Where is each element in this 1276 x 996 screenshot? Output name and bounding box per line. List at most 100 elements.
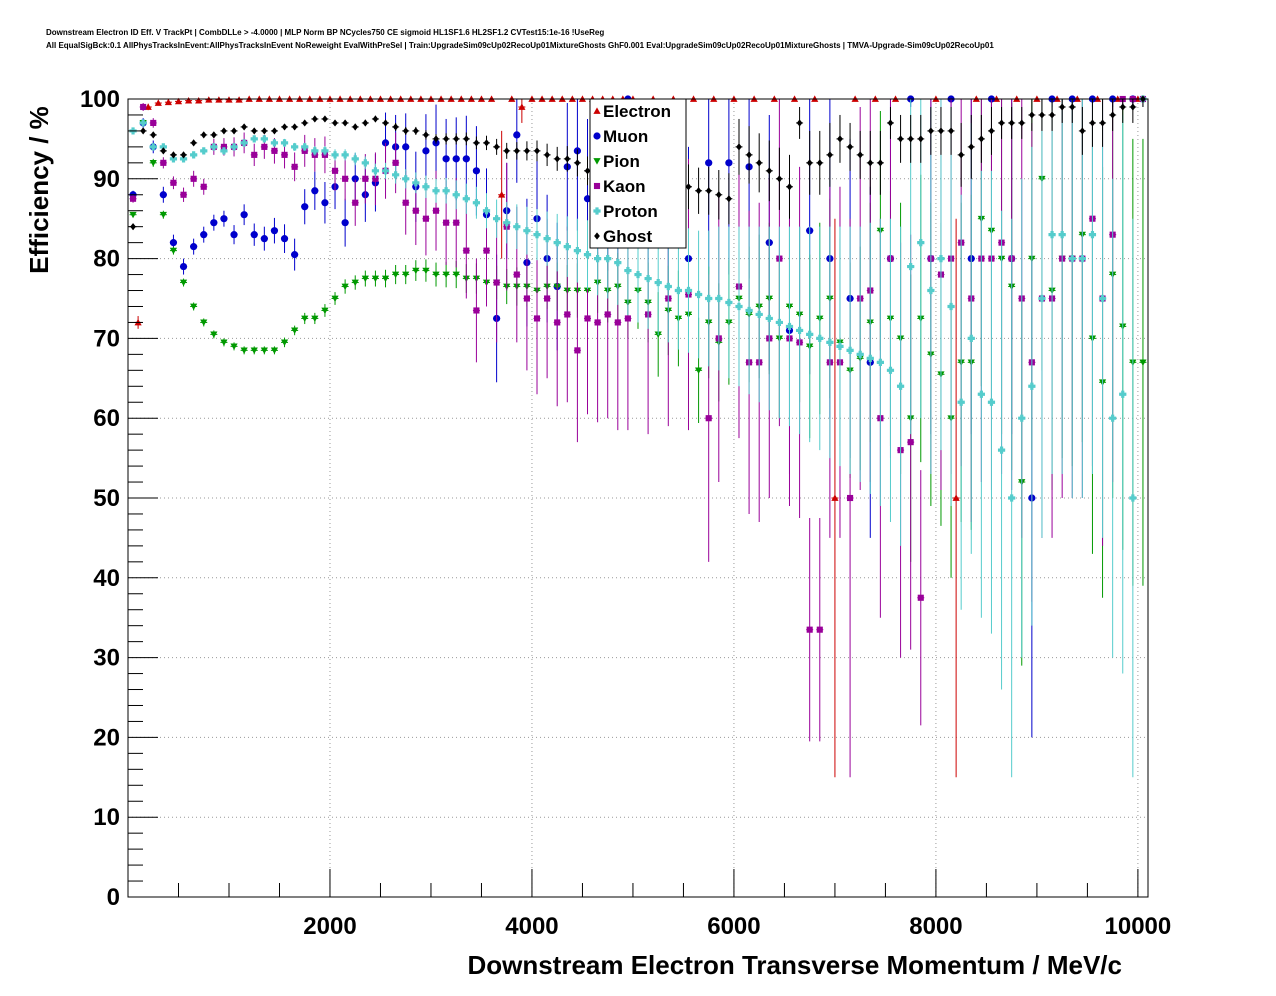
- data-point: [952, 494, 960, 501]
- data-point: [604, 311, 611, 318]
- data-point: [694, 367, 703, 374]
- data-point: [164, 98, 172, 106]
- data-point: [169, 155, 178, 163]
- data-point: [453, 219, 460, 226]
- data-point: [766, 167, 773, 175]
- data-point: [554, 155, 561, 163]
- data-point: [260, 235, 268, 243]
- axis-ticks: [128, 98, 1139, 898]
- data-point: [251, 127, 258, 135]
- legend-label: Kaon: [603, 177, 646, 196]
- data-point: [281, 151, 288, 158]
- data-point: [139, 119, 147, 127]
- legend-item-kaon: Kaon: [593, 177, 646, 196]
- data-point: [220, 339, 228, 346]
- data-point: [321, 307, 329, 315]
- data-point: [422, 215, 429, 222]
- data-point: [321, 147, 329, 155]
- data-point: [583, 251, 592, 259]
- data-point: [584, 315, 591, 322]
- data-point: [887, 119, 894, 127]
- data-point: [1059, 103, 1066, 111]
- data-point: [1098, 294, 1107, 303]
- data-point: [836, 342, 844, 350]
- data-point: [422, 147, 430, 155]
- data-point: [806, 159, 813, 167]
- data-point: [291, 123, 298, 131]
- data-point: [938, 127, 944, 135]
- data-point: [574, 159, 581, 167]
- data-point: [806, 626, 813, 633]
- data-point: [786, 183, 793, 191]
- data-point: [958, 151, 965, 159]
- data-point: [827, 151, 833, 159]
- data-point: [200, 319, 208, 327]
- data-point: [351, 175, 359, 183]
- data-point: [240, 211, 248, 219]
- y-tick-label: 40: [93, 565, 120, 592]
- data-point: [563, 243, 571, 251]
- chart-title-line-2: All EqualSigBck:0.1 AllPhysTracksInEvent…: [46, 41, 994, 50]
- data-point: [513, 147, 520, 155]
- legend: Electron Muon Pion Kaon Proton Ghost: [589, 98, 687, 249]
- data-point: [1079, 127, 1086, 135]
- data-point: [462, 195, 470, 203]
- data-point: [371, 275, 380, 283]
- data-point: [998, 119, 1005, 127]
- data-point: [432, 187, 440, 195]
- data-point: [423, 131, 429, 139]
- data-point: [392, 271, 400, 279]
- data-point: [140, 127, 147, 135]
- data-point: [524, 147, 530, 155]
- x-axis-label: Downstream Electron Transverse Momentum …: [467, 950, 1122, 980]
- data-point: [422, 183, 430, 191]
- data-point: [1038, 294, 1046, 303]
- data-point: [240, 139, 248, 147]
- data-point: [1018, 119, 1025, 127]
- data-point: [280, 339, 289, 346]
- data-point: [291, 143, 299, 151]
- data-point: [584, 167, 591, 175]
- data-point: [412, 267, 420, 275]
- data-point: [301, 143, 309, 151]
- data-point: [705, 159, 713, 167]
- data-point: [200, 131, 207, 139]
- data-point: [978, 135, 985, 143]
- data-point: [816, 334, 824, 342]
- legend-box: [589, 98, 687, 249]
- data-point: [342, 119, 349, 127]
- data-point: [937, 255, 945, 263]
- y-tick-label: 10: [93, 804, 120, 831]
- data-point: [291, 251, 299, 259]
- data-point: [483, 139, 490, 147]
- data-point: [1008, 494, 1016, 502]
- data-point: [311, 187, 319, 195]
- data-point: [372, 175, 379, 182]
- data-point: [381, 167, 390, 175]
- data-point: [604, 255, 612, 263]
- data-point: [573, 247, 582, 255]
- data-point: [1028, 111, 1035, 119]
- data-point: [674, 286, 682, 295]
- data-point: [220, 147, 228, 155]
- y-tick-label: 30: [93, 645, 120, 672]
- y-tick-label: 90: [93, 166, 120, 193]
- data-point: [1109, 414, 1117, 422]
- data-point: [867, 159, 874, 167]
- data-point: [564, 155, 571, 163]
- data-point: [220, 143, 228, 150]
- data-point: [513, 223, 521, 231]
- data-point: [180, 191, 187, 198]
- data-point: [735, 302, 743, 311]
- data-point: [523, 295, 530, 302]
- data-point: [513, 131, 521, 139]
- data-point: [442, 187, 450, 195]
- data-point: [453, 135, 460, 143]
- data-point: [523, 227, 531, 235]
- data-point: [1018, 414, 1026, 422]
- data-point: [684, 286, 693, 295]
- data-point: [1119, 103, 1126, 111]
- data-point: [593, 207, 601, 215]
- data-point: [856, 350, 864, 358]
- data-point: [170, 151, 177, 159]
